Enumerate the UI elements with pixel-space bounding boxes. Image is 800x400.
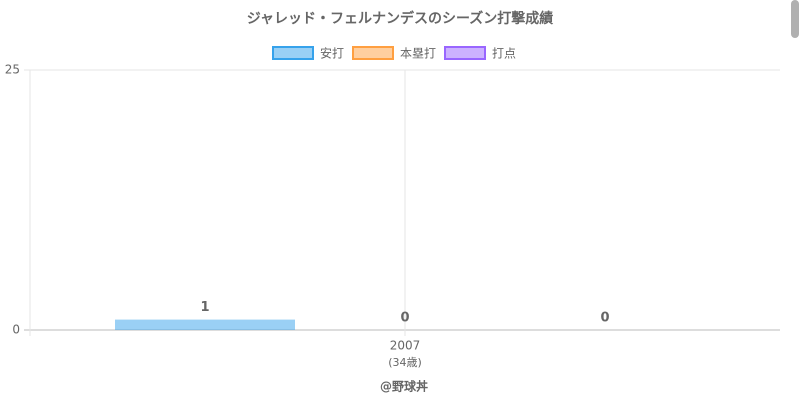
bar — [115, 319, 295, 330]
y-tick-label: 0 — [12, 323, 20, 337]
value-label: 0 — [400, 311, 409, 326]
chart-title: ジャレッド・フェルナンデスのシーズン打撃成績 — [247, 10, 554, 27]
x-tick-sublabel: (34歳) — [388, 356, 422, 369]
legend-swatch — [352, 46, 394, 60]
value-label: 1 — [200, 300, 209, 315]
scrollbar[interactable] — [791, 0, 799, 38]
y-tick-label: 25 — [5, 63, 20, 77]
legend-swatch — [444, 46, 486, 60]
legend-label: 安打 — [320, 46, 344, 61]
footer: @野球丼 — [380, 379, 428, 394]
legend-label: 本塁打 — [400, 47, 436, 61]
x-tick-label: 2007 — [390, 339, 421, 353]
legend-label: 打点 — [492, 47, 516, 61]
value-label: 0 — [600, 311, 609, 326]
legend-swatch — [272, 46, 314, 60]
